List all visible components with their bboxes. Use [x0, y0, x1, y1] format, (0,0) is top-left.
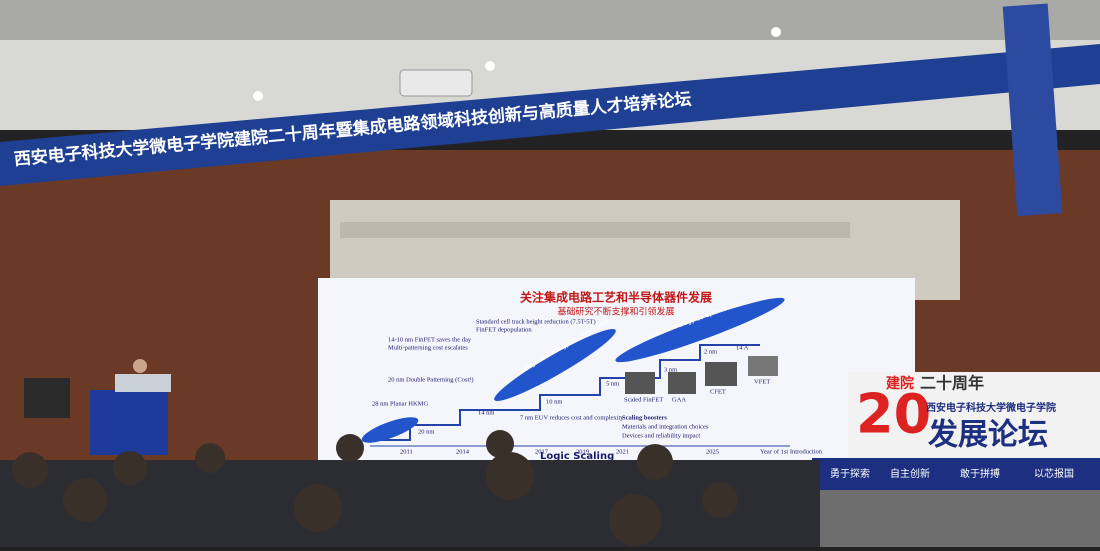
head	[294, 484, 342, 532]
monitor	[24, 378, 70, 418]
node: 10 nm	[546, 398, 562, 405]
device-label: GAA	[672, 396, 686, 403]
ceiling-light	[253, 91, 263, 101]
slide-title: 关注集成电路工艺和半导体器件发展	[520, 290, 712, 305]
note: Multi-patterning cost escalates	[388, 344, 468, 351]
note: 14-10 nm FinFET saves the day	[388, 336, 472, 343]
board-title: 二十周年	[920, 374, 984, 393]
intro-label: Year of 1st Introduction	[760, 448, 823, 455]
note: FinFET depopulation	[476, 326, 532, 333]
slogan: 勇于探索	[830, 467, 870, 480]
speaker	[115, 374, 171, 392]
head	[702, 482, 738, 518]
floor	[820, 490, 1100, 547]
head	[12, 452, 48, 488]
slogan: 敢于拼搏	[960, 467, 1000, 480]
slogan: 自主创新	[890, 467, 930, 480]
head	[609, 494, 661, 546]
year: 2025	[706, 448, 719, 455]
node: 2 nm	[704, 348, 717, 355]
ellipse	[361, 417, 419, 443]
bullet: Devices and reliability impact	[622, 432, 700, 439]
scaling-staircase	[370, 344, 760, 441]
board-forum: 发展论坛	[927, 418, 1048, 453]
year: 2014	[456, 448, 470, 455]
head	[195, 443, 225, 473]
head	[113, 451, 147, 485]
head	[63, 478, 107, 522]
slogan: 以芯报国	[1034, 467, 1074, 480]
device-image	[705, 362, 737, 386]
slide-subtitle: 基础研究不断支撑和引领发展	[557, 306, 674, 318]
board-prefix: 建院	[886, 375, 914, 392]
node: 14 A	[736, 344, 749, 351]
head	[637, 444, 673, 480]
year: 2019	[576, 448, 589, 455]
node: 5 nm	[606, 380, 619, 387]
ceiling-edge	[0, 0, 1100, 40]
year: 2011	[400, 448, 413, 455]
note: Standard cell track height reduction (7.…	[476, 318, 596, 325]
speaker-head	[133, 359, 147, 373]
bullet: Materials and integration choices	[622, 423, 709, 430]
year: 2017	[535, 448, 549, 455]
slogan-strip	[812, 458, 1100, 490]
note: 20 nm Double Patterning (Cost!)	[388, 376, 474, 383]
year: 2021	[616, 448, 629, 455]
vertical-banner	[1002, 3, 1063, 217]
head	[486, 452, 534, 500]
podium	[90, 390, 168, 455]
ceiling-light	[771, 27, 781, 37]
note: 28 nm Planar HKMG	[372, 400, 428, 407]
head	[486, 430, 514, 458]
slide-axis-label: Logic Scaling	[540, 451, 614, 462]
projector	[399, 69, 473, 97]
node: 3 nm	[664, 366, 677, 373]
device-image	[748, 356, 778, 376]
device-image	[625, 372, 655, 394]
note: 7 nm EUV reduces cost and complexity	[520, 414, 624, 421]
audience-heads	[12, 430, 738, 546]
board-school: 西安电子科技大学微电子学院	[926, 401, 1056, 414]
board-number: 20	[856, 383, 931, 446]
boosters-title: Scaling boosters	[622, 414, 667, 421]
head	[336, 434, 364, 462]
lighting-rail	[340, 222, 850, 238]
projection-screen	[318, 278, 915, 470]
ceiling-light	[485, 61, 495, 71]
ellipse	[494, 328, 616, 402]
node: 20 nm	[418, 428, 434, 435]
ellipse	[615, 297, 785, 363]
device-label: Scaled FinFET	[624, 396, 663, 403]
device-image	[668, 372, 696, 394]
banner	[0, 44, 1100, 186]
node: 14 nm	[478, 409, 494, 416]
device-label: CFET	[710, 388, 726, 395]
device-label: VFET	[754, 378, 770, 385]
